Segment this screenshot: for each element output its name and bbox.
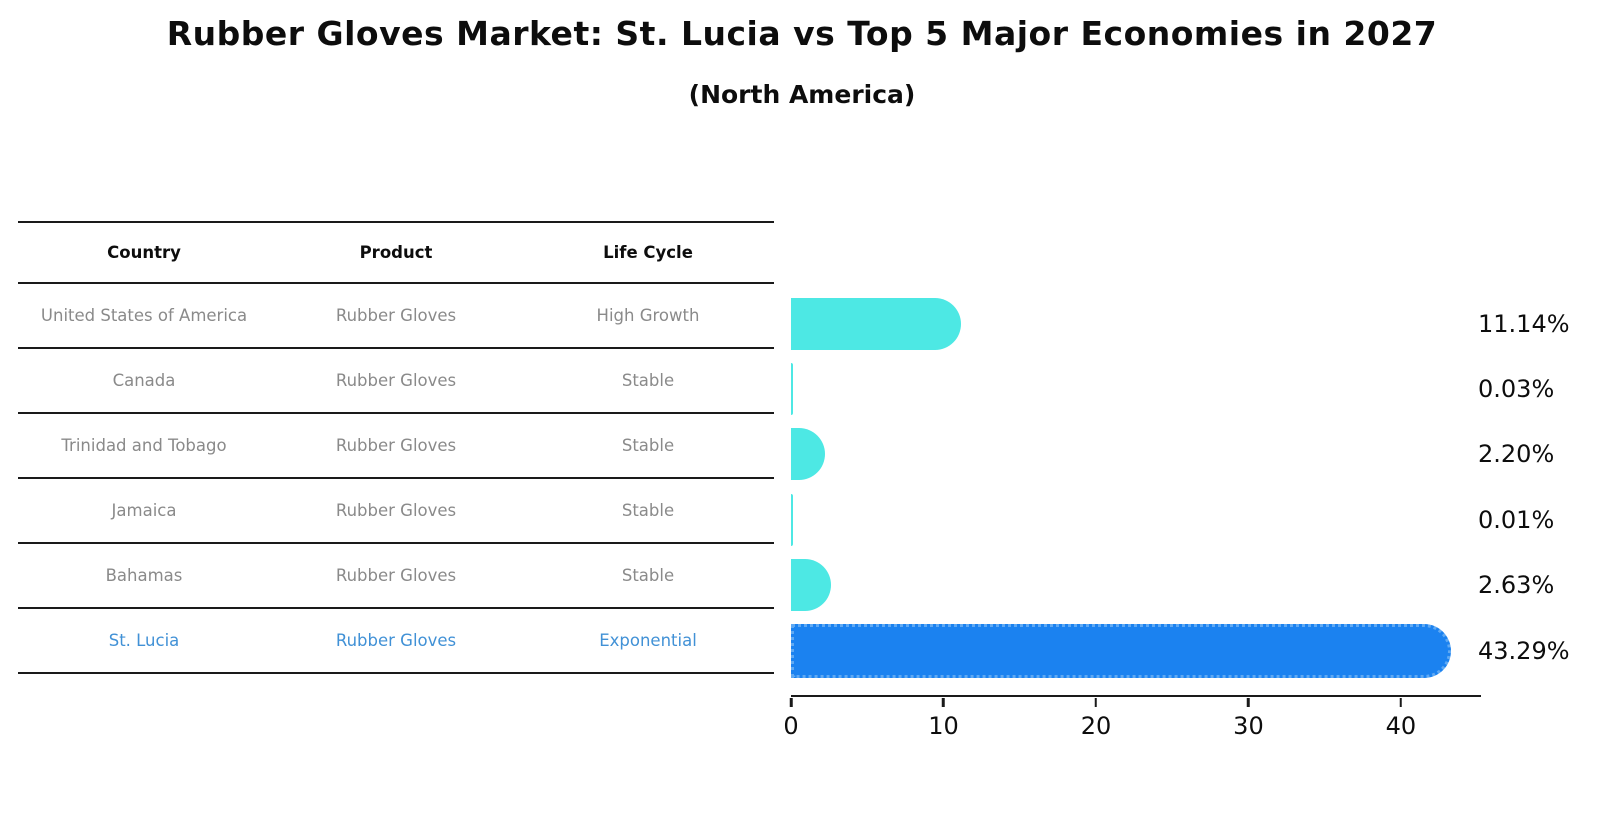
value-label: 0.01%: [1478, 505, 1555, 534]
bar-row: [791, 553, 1481, 618]
table-row: United States of America Rubber Gloves H…: [18, 284, 774, 349]
x-axis-tick-label: 30: [1233, 712, 1264, 740]
x-axis-tick-label: 20: [1080, 712, 1112, 740]
x-axis-tick: [789, 697, 793, 707]
x-axis-tick: [1094, 697, 1098, 707]
bar-row: [791, 356, 1481, 421]
country-cell: Canada: [112, 370, 176, 390]
life-cycle-cell: High Growth: [596, 305, 700, 325]
x-axis-tick-label: 0: [783, 712, 799, 740]
table-header-row: Country Product Life Cycle: [18, 221, 774, 284]
table-row: Canada Rubber Gloves Stable: [18, 349, 774, 414]
column-header-product: Product: [359, 242, 433, 262]
column-header-country: Country: [107, 242, 181, 262]
life-cycle-cell: Stable: [621, 500, 675, 520]
life-cycle-cell: Stable: [621, 435, 675, 455]
table-row: Jamaica Rubber Gloves Stable: [18, 479, 774, 544]
bar-row: [791, 487, 1481, 552]
table-row: Trinidad and Tobago Rubber Gloves Stable: [18, 414, 774, 479]
table-row-st-lucia: St. Lucia Rubber Gloves Exponential: [18, 609, 774, 674]
column-header-life-cycle: Life Cycle: [603, 242, 693, 262]
value-label: 2.63%: [1478, 571, 1555, 600]
life-cycle-cell: Exponential: [599, 630, 697, 650]
life-cycle-cell: Stable: [621, 565, 675, 585]
value-label: 0.03%: [1478, 375, 1555, 404]
bar-united-states: [791, 297, 961, 350]
chart-title: Rubber Gloves Market: St. Lucia vs Top 5…: [166, 14, 1438, 53]
bar-st-lucia: [791, 623, 1452, 678]
chart-subtitle: (North America): [688, 80, 916, 109]
product-cell: Rubber Gloves: [335, 370, 457, 390]
x-axis-tick: [1399, 697, 1403, 707]
x-axis-tick-label: 40: [1385, 712, 1417, 740]
x-axis-tick-label: 10: [928, 712, 959, 740]
country-table: Country Product Life Cycle United States…: [18, 221, 774, 674]
value-label: 11.14%: [1478, 309, 1570, 338]
country-cell: United States of America: [40, 305, 248, 325]
bar-trinidad-and-tobago: [791, 428, 825, 481]
country-cell: St. Lucia: [108, 630, 180, 650]
table-row: Bahamas Rubber Gloves Stable: [18, 544, 774, 609]
x-axis-tick: [1247, 697, 1250, 707]
bar-bahamas: [791, 559, 832, 612]
bar-canada: [791, 363, 793, 416]
bar-plot-area: 0 10 20 30 40: [783, 291, 1481, 740]
x-axis-tick: [942, 697, 945, 707]
life-cycle-cell: Stable: [621, 370, 675, 390]
product-cell: Rubber Gloves: [335, 305, 457, 325]
bar-row: [791, 618, 1481, 683]
bar-row: [791, 422, 1481, 487]
value-label: 43.29%: [1478, 636, 1570, 665]
bar-row: [791, 291, 1481, 356]
bar-jamaica: [791, 493, 793, 546]
value-label-column: 11.14% 0.03% 2.20% 0.01% 2.63% 43.29%: [1478, 291, 1604, 683]
product-cell: Rubber Gloves: [335, 630, 457, 650]
product-cell: Rubber Gloves: [335, 565, 457, 585]
product-cell: Rubber Gloves: [335, 500, 457, 520]
country-cell: Trinidad and Tobago: [61, 435, 227, 455]
country-cell: Jamaica: [111, 500, 177, 520]
product-cell: Rubber Gloves: [335, 435, 457, 455]
value-label: 2.20%: [1478, 440, 1555, 469]
country-cell: Bahamas: [105, 565, 183, 585]
